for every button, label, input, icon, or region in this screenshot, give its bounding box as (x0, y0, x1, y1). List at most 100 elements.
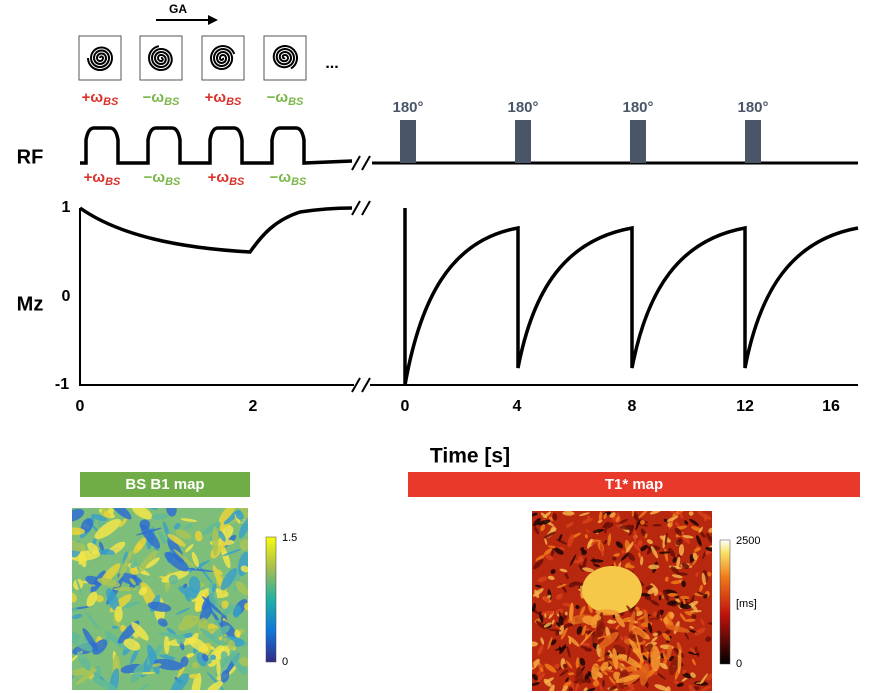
texture (643, 609, 649, 626)
texture (184, 523, 193, 530)
texture (214, 619, 222, 624)
texture (600, 644, 606, 660)
texture (75, 576, 83, 597)
texture (175, 607, 191, 615)
texture (89, 584, 96, 587)
texture (210, 646, 215, 650)
texture (554, 663, 560, 670)
texture (609, 686, 617, 691)
texture (640, 663, 650, 686)
texture (567, 635, 580, 647)
texture (188, 673, 199, 679)
texture (222, 548, 242, 557)
colorbar (719, 539, 731, 665)
texture (205, 680, 223, 690)
texture (129, 578, 136, 586)
texture (558, 616, 564, 626)
texture (579, 630, 594, 646)
texture (615, 674, 640, 683)
texture (600, 661, 609, 672)
texture (84, 610, 101, 630)
texture (688, 511, 694, 516)
texture (620, 552, 630, 561)
texture (544, 663, 557, 673)
texture (540, 637, 545, 645)
map-title: T1* map (605, 476, 663, 493)
texture (565, 522, 574, 528)
texture (558, 547, 565, 550)
texture (674, 527, 682, 536)
inversion-label: 180° (507, 99, 538, 116)
texture (235, 510, 244, 520)
texture (244, 602, 248, 611)
texture (556, 583, 567, 589)
texture (702, 551, 706, 560)
texture (666, 644, 672, 660)
texture (635, 632, 642, 656)
texture (240, 565, 248, 573)
texture (543, 678, 552, 687)
texture (207, 645, 225, 667)
texture (706, 533, 712, 544)
map-header (408, 472, 860, 497)
texture (663, 518, 668, 523)
texture (166, 508, 177, 517)
texture (221, 546, 231, 569)
texture (598, 631, 619, 649)
texture (662, 632, 671, 641)
texture (559, 568, 568, 573)
texture (591, 627, 601, 644)
texture (238, 656, 248, 667)
texture (153, 658, 184, 671)
texture (699, 584, 703, 592)
texture (632, 542, 642, 553)
texture (635, 606, 640, 612)
texture (173, 548, 197, 570)
texture (91, 676, 118, 690)
texture (147, 644, 160, 675)
texture (682, 672, 692, 679)
texture (157, 618, 168, 627)
x-tick-label: 0 (76, 398, 85, 415)
texture (97, 577, 121, 588)
texture (72, 631, 94, 652)
texture (677, 648, 682, 674)
texture (635, 519, 641, 531)
texture (130, 562, 137, 569)
texture (537, 519, 551, 526)
texture (688, 684, 697, 691)
texture (182, 583, 188, 588)
freq-label: −ωBS (143, 89, 180, 108)
texture (675, 521, 680, 528)
texture (218, 530, 226, 542)
texture (539, 611, 544, 623)
colorbar-label: [ms] (736, 598, 757, 610)
y-axis-label: Mz (17, 293, 44, 315)
texture (129, 566, 140, 575)
rf-label: RF (17, 146, 44, 168)
texture (544, 554, 554, 561)
texture (562, 602, 572, 607)
texture (707, 571, 712, 577)
x-axis-label: Time [s] (430, 445, 510, 468)
texture (669, 614, 674, 620)
texture (227, 639, 236, 651)
texture (243, 512, 248, 518)
texture (684, 618, 696, 622)
texture (78, 555, 85, 565)
y-tick-label: -1 (55, 376, 69, 393)
freq-label: −ωBS (267, 89, 304, 108)
texture (562, 681, 572, 688)
texture (606, 620, 617, 624)
texture (597, 519, 603, 524)
inversion-label: 180° (392, 99, 423, 116)
texture (696, 535, 702, 547)
texture (537, 576, 548, 583)
texture (569, 554, 577, 566)
texture (678, 544, 685, 556)
texture (592, 681, 599, 687)
inversion-label: 180° (737, 99, 768, 116)
texture (564, 611, 568, 616)
texture (591, 539, 602, 542)
